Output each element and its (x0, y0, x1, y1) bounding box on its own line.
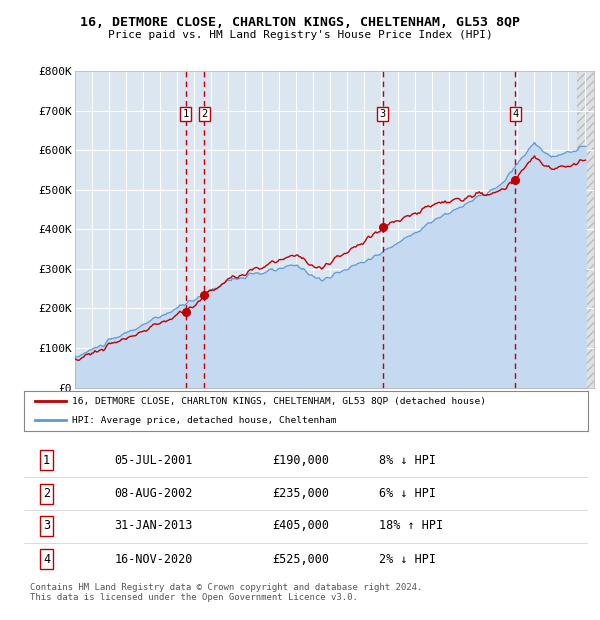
Text: 3: 3 (43, 520, 50, 533)
Text: HPI: Average price, detached house, Cheltenham: HPI: Average price, detached house, Chel… (72, 415, 337, 425)
Text: 6% ↓ HPI: 6% ↓ HPI (379, 487, 436, 500)
Text: 2: 2 (201, 109, 208, 119)
Text: 8% ↓ HPI: 8% ↓ HPI (379, 454, 436, 467)
Text: Price paid vs. HM Land Registry's House Price Index (HPI): Price paid vs. HM Land Registry's House … (107, 30, 493, 40)
Text: £405,000: £405,000 (272, 520, 329, 533)
Text: 2: 2 (43, 487, 50, 500)
Bar (577, 71, 594, 388)
Text: 16-NOV-2020: 16-NOV-2020 (114, 553, 193, 566)
Text: £190,000: £190,000 (272, 454, 329, 467)
Text: 4: 4 (512, 109, 518, 119)
Text: 16, DETMORE CLOSE, CHARLTON KINGS, CHELTENHAM, GL53 8QP (detached house): 16, DETMORE CLOSE, CHARLTON KINGS, CHELT… (72, 397, 486, 406)
Text: 31-JAN-2013: 31-JAN-2013 (114, 520, 193, 533)
Text: 08-AUG-2002: 08-AUG-2002 (114, 487, 193, 500)
Bar (577, 71, 594, 388)
Text: Contains HM Land Registry data © Crown copyright and database right 2024.
This d: Contains HM Land Registry data © Crown c… (30, 583, 422, 602)
Text: 4: 4 (43, 553, 50, 566)
Text: 05-JUL-2001: 05-JUL-2001 (114, 454, 193, 467)
Text: 2% ↓ HPI: 2% ↓ HPI (379, 553, 436, 566)
Text: £235,000: £235,000 (272, 487, 329, 500)
Text: 3: 3 (380, 109, 386, 119)
Text: 1: 1 (182, 109, 189, 119)
Text: 18% ↑ HPI: 18% ↑ HPI (379, 520, 443, 533)
Text: 1: 1 (43, 454, 50, 467)
Text: 16, DETMORE CLOSE, CHARLTON KINGS, CHELTENHAM, GL53 8QP: 16, DETMORE CLOSE, CHARLTON KINGS, CHELT… (80, 16, 520, 29)
Text: £525,000: £525,000 (272, 553, 329, 566)
